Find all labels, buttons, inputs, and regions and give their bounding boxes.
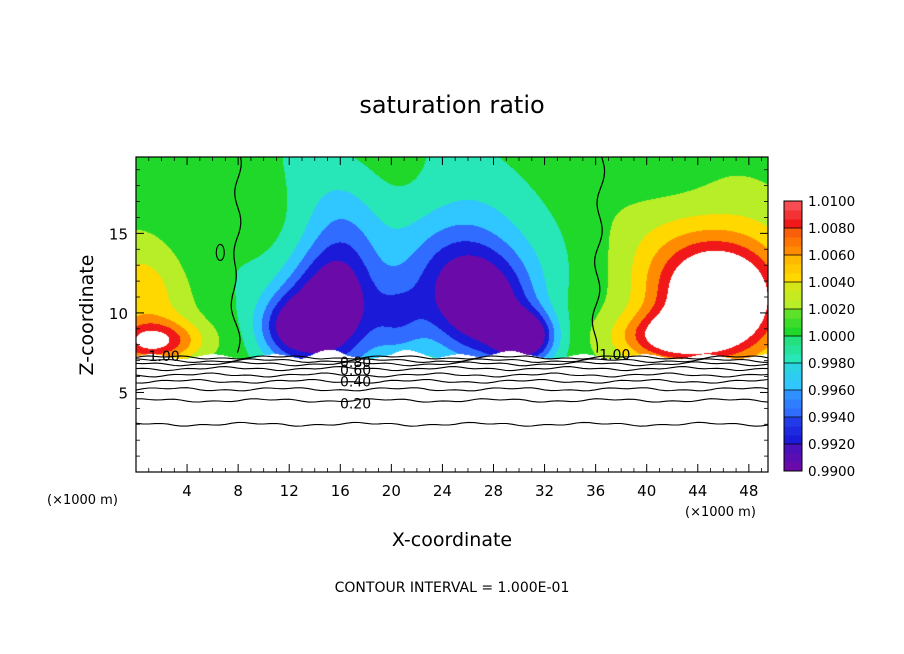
colorbar-label: 0.9960 [808, 383, 855, 399]
colorbar-label: 1.0040 [808, 275, 855, 291]
x-tick-label: 8 [233, 482, 243, 500]
x-tick-label: 16 [331, 482, 350, 500]
colorbar-swatch [784, 444, 802, 454]
colorbar-swatch [784, 408, 802, 418]
plot-frame [135, 156, 769, 473]
colorbar-swatch [784, 237, 802, 247]
x-tick-label: 28 [484, 482, 503, 500]
x-axis: 4 8 12 16 20 24 28 32 36 40 44 48 [148, 157, 763, 500]
colorbar-swatch [784, 246, 802, 256]
colorbar-swatch [784, 300, 802, 310]
contour-line [136, 398, 768, 403]
colorbar-swatch [784, 219, 802, 229]
contour-label: 0.20 [340, 397, 371, 413]
colorbar-swatch [784, 372, 802, 382]
contour-label: 0.80 [340, 355, 371, 371]
contour-line-1.00 [591, 157, 606, 353]
y-tick-label: 15 [109, 225, 128, 243]
contour-label: 0.40 [340, 374, 371, 390]
contour-line [136, 366, 768, 372]
colorbar-swatch [784, 381, 802, 391]
colorbar-label: 0.9980 [808, 356, 855, 372]
contour-label: 1.00 [149, 349, 180, 365]
x-tick-label: 24 [433, 482, 452, 500]
colorbar-swatch [784, 255, 802, 265]
x-tick-label: 40 [637, 482, 656, 500]
field-image [136, 157, 768, 472]
x-axis-label: X-coordinate [392, 529, 512, 551]
y-axis: 5 10 15 [109, 169, 768, 457]
chart-title: saturation ratio [359, 91, 544, 119]
contour-labels: 1.00 1.00 0.800.600.40 0.20 [149, 347, 631, 412]
y-tick-label: 10 [109, 305, 128, 323]
x-tick-label: 48 [739, 482, 758, 500]
contour-line [136, 355, 768, 360]
colorbar-swatch [784, 390, 802, 400]
x-tick-label: 44 [688, 482, 707, 500]
colorbar-label: 0.9940 [808, 410, 855, 426]
y-tick-label: 5 [118, 384, 128, 402]
colorbar-label: 1.0060 [808, 248, 855, 264]
colorbar: 0.9900 0.9920 0.9940 0.9960 0.9980 1.0000 1.00… [783, 194, 855, 480]
colorbar-swatch [784, 417, 802, 427]
contour-line [136, 378, 768, 384]
contour-line [136, 372, 768, 378]
colorbar-label: 1.0080 [808, 221, 855, 237]
contour-line [136, 358, 768, 363]
plot-area: 1.00 1.00 0.800.600.40 0.20 [135, 156, 769, 473]
contour-line [136, 387, 768, 392]
contour-line [136, 361, 768, 367]
colorbar-swatch [784, 228, 802, 238]
colorbar-swatch [784, 363, 802, 373]
x-tick-label: 12 [280, 482, 299, 500]
contour-line-1.00 [230, 157, 242, 353]
colorbar-swatch [784, 336, 802, 346]
colorbar-swatch [784, 273, 802, 283]
colorbar-swatch [784, 345, 802, 355]
contour-interval-note: CONTOUR INTERVAL = 1.000E-01 [335, 580, 570, 596]
contour-lines [136, 157, 768, 427]
x-tick-label: 20 [382, 482, 401, 500]
x-tick-label: 4 [182, 482, 192, 500]
colorbar-label: 1.0020 [808, 302, 855, 318]
x-unit-right: (×1000 m) [685, 505, 756, 520]
colorbar-swatch [784, 327, 802, 337]
colorbar-swatch [784, 309, 802, 319]
colorbar-swatch [784, 435, 802, 445]
y-axis-label: Z-coordinate [76, 255, 98, 376]
saturation-field [136, 157, 768, 472]
colorbar-label: 0.9920 [808, 437, 855, 453]
colorbar-swatch [784, 318, 802, 328]
colorbar-label: 0.9900 [808, 464, 855, 480]
colorbar-swatch [784, 282, 802, 292]
colorbar-label: 1.0000 [808, 329, 855, 345]
colorbar-swatch [784, 453, 802, 463]
contour-label: 0.60 [340, 363, 371, 379]
colorbar-swatch [784, 399, 802, 409]
contour-closed-loop [215, 243, 225, 262]
x-tick-label: 36 [586, 482, 605, 500]
contour-line [136, 421, 768, 427]
colorbar-swatch [784, 426, 802, 436]
contour-label: 1.00 [599, 347, 630, 363]
x-tick-label: 32 [535, 482, 554, 500]
colorbar-label: 1.0100 [808, 194, 855, 210]
x-unit-left: (×1000 m) [47, 493, 118, 508]
colorbar-swatch [784, 354, 802, 364]
colorbar-swatch [784, 201, 802, 211]
colorbar-swatch [784, 462, 802, 472]
colorbar-swatch [784, 210, 802, 220]
colorbar-swatch [784, 291, 802, 301]
colorbar-swatch [784, 264, 802, 274]
